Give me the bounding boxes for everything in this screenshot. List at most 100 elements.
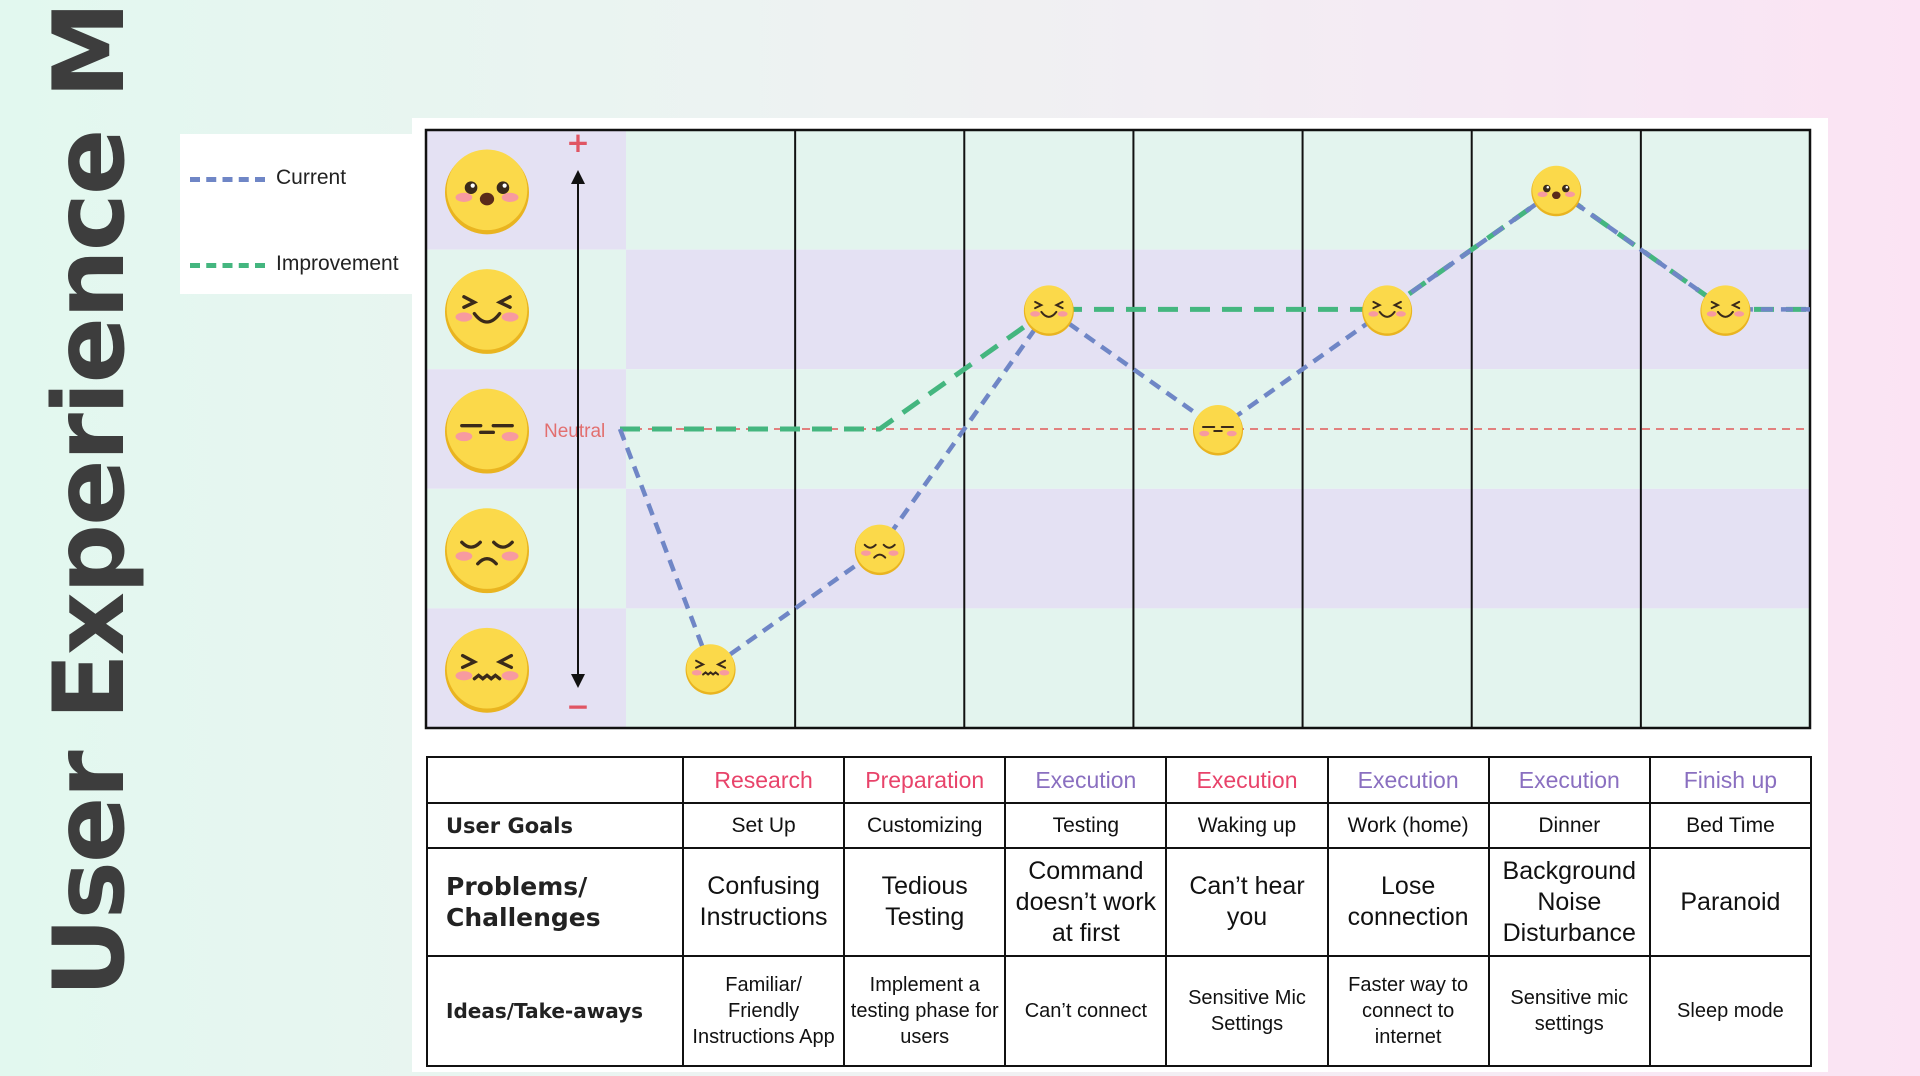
data-point-distressed-face-icon-eye (695, 659, 706, 669)
goal-cell: Work (home) (1326, 802, 1490, 849)
data-point-happy-face-icon-cheek (1030, 311, 1041, 317)
data-point-distressed-face-icon (686, 644, 735, 693)
data-point-happy-face-icon-cheek (1395, 311, 1406, 317)
data-point-happy-face-icon-eye (1054, 300, 1064, 310)
goals-row: User Goals Set Up Customizing Testing Wakin… (426, 802, 1813, 849)
data-point-happy-face-icon-mouth (1040, 310, 1058, 318)
experience-map-panel: Neutral + − Research Preparation Execution Ex… (412, 118, 1828, 1072)
chart-frame (424, 128, 1812, 730)
distressed-face-icon-mouth (472, 673, 502, 681)
data-point-happy-face-icon-cheek (1368, 311, 1379, 317)
improvement-line-swatch (190, 263, 265, 268)
scale-arrow-down-icon (571, 674, 585, 688)
corner-cell (426, 756, 684, 804)
legend-label-improvement: Improvement (276, 252, 399, 275)
data-point-happy-face-icon-eye (1730, 300, 1741, 310)
data-point-happy-face-icon-mouth (1378, 310, 1396, 318)
goal-cell: Dinner (1487, 802, 1651, 849)
emotion-chart: Neutral + − (424, 126, 1812, 730)
happy-face-icon (446, 269, 528, 350)
data-point-shocked-face-icon-eye (1562, 184, 1570, 193)
happy-face-icon-eye (462, 295, 479, 309)
sad-face-icon-mouth (476, 557, 498, 566)
stage-label: Execution (1165, 756, 1329, 804)
data-point-happy-face-icon-eye (1034, 300, 1044, 310)
data-point-distressed-face-icon-mouth (702, 671, 720, 676)
sad-face-icon-eye (492, 540, 514, 549)
data-point-sad-face-icon-eye (863, 543, 877, 549)
data-point-neutral-face-icon-cheek (1226, 430, 1237, 437)
neutral-face-icon-cheek (501, 431, 519, 442)
data-point-distressed-face-icon-cheek (691, 669, 702, 676)
distressed-face-icon-eye (460, 653, 479, 670)
data-point-shocked-face-icon (1532, 165, 1581, 214)
goal-cell: Waking up (1165, 802, 1329, 849)
data-point-happy-face-icon-eye (1710, 300, 1721, 310)
neutral-label: Neutral (544, 421, 605, 442)
stage-label: Finish up (1648, 756, 1813, 804)
problem-cell: Tedious Testing (843, 847, 1007, 957)
problem-cell: Can’t hear you (1165, 847, 1329, 957)
stage-row: Research Preparation Execution Execution Exe… (426, 756, 1813, 804)
sad-face-icon (446, 508, 528, 589)
emotion-band (626, 249, 1810, 370)
data-point-shocked-face-icon-mouth (1552, 191, 1561, 200)
happy-face-icon-mouth (472, 311, 502, 324)
scale-arrow-up-icon (571, 170, 585, 184)
distressed-face-icon-eye (495, 653, 514, 670)
data-point-sad-face-icon-cheek (860, 550, 871, 556)
data-point-shocked-face-icon-eye-shine (1565, 186, 1569, 189)
emotion-band (626, 608, 1810, 728)
emotion-band (626, 488, 1810, 609)
problem-cell: Confusing Instructions (681, 847, 846, 957)
idea-cell: Faster way to connect to internet (1326, 955, 1490, 1067)
data-point-happy-face-icon-cheek (1734, 311, 1745, 317)
distressed-face-icon-cheek (501, 671, 519, 681)
idea-cell: Sensitive mic settings (1487, 955, 1651, 1067)
shocked-face-icon (446, 149, 528, 231)
ideas-row: Ideas/Take-aways Familiar/ Friendly Inst… (426, 955, 1813, 1067)
goal-cell: Bed Time (1648, 802, 1813, 849)
stage-label: Preparation (843, 756, 1007, 804)
happy-face-icon-eye (495, 295, 512, 309)
row-label-problems: Problems/ Challenges (426, 847, 684, 957)
data-point-happy-face-icon (1363, 285, 1412, 334)
happy-face-icon-cheek (501, 312, 519, 322)
data-point-distressed-face-icon-cheek (719, 669, 730, 676)
data-point-happy-face-icon (1024, 285, 1073, 334)
legend-item-improvement: Improvement (180, 244, 412, 284)
neutral-face-icon (446, 388, 528, 470)
plus-sign: + (566, 126, 589, 159)
distressed-face-icon-cheek (455, 671, 473, 681)
idea-cell: Can’t connect (1004, 955, 1168, 1067)
data-point-neutral-face-icon (1194, 405, 1242, 453)
row-label-goals: User Goals (426, 802, 684, 849)
legend-item-current: Current (180, 158, 412, 198)
idea-cell: Implement a testing phase for users (843, 955, 1007, 1067)
idea-cell: Sensitive Mic Settings (1165, 955, 1329, 1067)
shocked-face-icon-eye-shine (502, 183, 507, 188)
shocked-face-icon-mouth (479, 192, 495, 206)
goal-cell: Set Up (681, 802, 846, 849)
data-point-happy-face-icon-mouth (1716, 310, 1734, 318)
shocked-face-icon-cheek (455, 192, 473, 202)
happy-face-icon-cheek (455, 312, 473, 322)
data-point-sad-face-icon-cheek (888, 550, 899, 556)
data-point-happy-face-icon-cheek (1057, 311, 1068, 317)
stage-label: Execution (1004, 756, 1168, 804)
idea-cell: Sleep mode (1648, 955, 1813, 1067)
shocked-face-icon-eye (496, 181, 510, 194)
data-point-shocked-face-icon-cheek (1537, 191, 1548, 198)
shocked-face-icon-cheek (501, 192, 519, 202)
neutral-face-icon-cheek (455, 431, 473, 442)
goal-cell: Customizing (843, 802, 1007, 849)
problem-cell: Background Noise Disturbance (1487, 847, 1651, 957)
data-point-sad-face-icon-eye (882, 543, 896, 549)
data-point-sad-face-icon (855, 524, 904, 573)
stage-label: Execution (1326, 756, 1490, 804)
legend-label-current: Current (276, 166, 347, 189)
data-point-happy-face-icon-cheek (1706, 311, 1717, 317)
problem-cell: Command doesn’t work at first (1004, 847, 1168, 957)
stage-label: Research (681, 756, 846, 804)
data-point-distressed-face-icon-eye (715, 659, 727, 669)
